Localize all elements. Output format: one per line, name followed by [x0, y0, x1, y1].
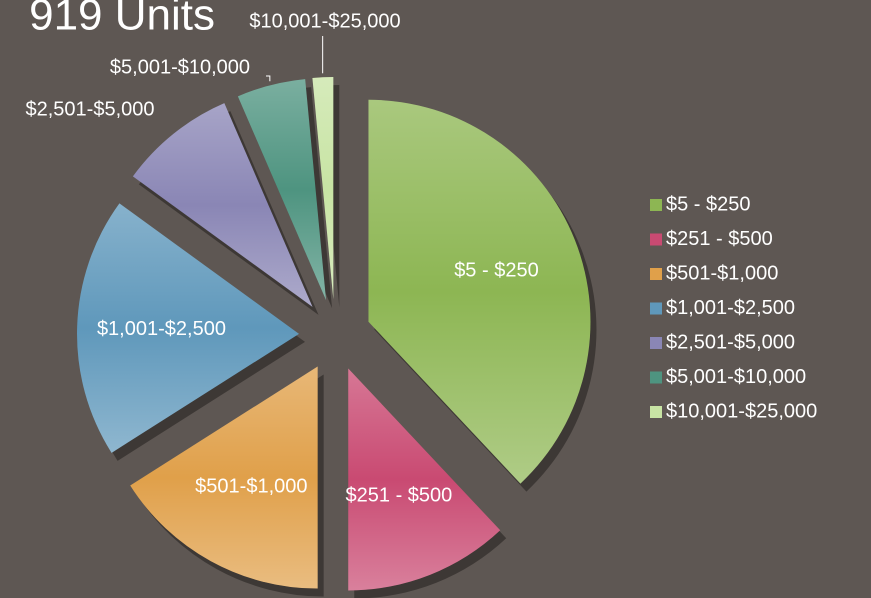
slice-label: $5,001-$10,000 — [110, 56, 250, 78]
legend-swatch — [650, 268, 662, 280]
legend-label: $10,001-$25,000 — [666, 400, 817, 422]
slice-shine — [237, 79, 327, 301]
slice-label: $10,001-$25,000 — [249, 10, 400, 32]
legend-swatch — [650, 406, 662, 418]
legend-swatch — [650, 233, 662, 246]
legend-swatch — [650, 199, 662, 211]
slice-label: $1,001-$2,500 — [97, 318, 226, 340]
legend-label: $5 - $250 — [666, 193, 751, 215]
slice-shine — [312, 77, 334, 300]
chart-title: 919 Units — [29, 0, 215, 40]
slice-label: $501-$1,000 — [195, 475, 307, 497]
slice-shine — [368, 99, 591, 484]
leader-line — [266, 75, 271, 82]
slice-label: $2,501-$5,000 — [25, 98, 154, 120]
legend-label: $1,001-$2,500 — [666, 297, 795, 319]
slice-label: $251 - $500 — [346, 485, 453, 507]
slice-shine — [348, 368, 501, 591]
slice-shine — [132, 103, 313, 307]
slice-label: $5 - $250 — [454, 259, 539, 281]
legend-swatch — [650, 371, 662, 384]
slice-shine — [77, 203, 300, 453]
legend-label: $251 - $500 — [666, 228, 773, 250]
legend-label: $5,001-$10,000 — [666, 366, 806, 388]
legend-swatch — [650, 337, 662, 349]
legend-label: $2,501-$5,000 — [666, 331, 795, 353]
slice-shine — [130, 366, 318, 589]
legend-label: $501-$1,000 — [666, 262, 778, 284]
legend-swatch — [650, 302, 662, 315]
